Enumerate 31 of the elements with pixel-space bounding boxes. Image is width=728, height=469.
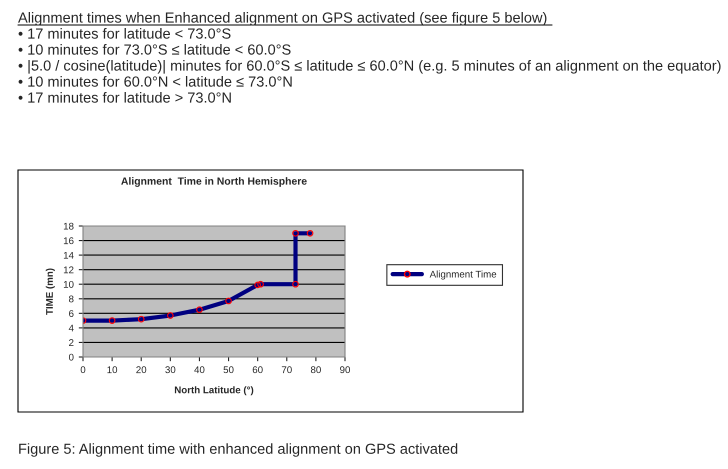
y-tick-label: 12: [64, 266, 74, 274]
text: • 17 minutes for latitude < 73.0°S: [18, 28, 231, 39]
y-tick-label: 16: [64, 237, 74, 244]
x-tick-label: 30: [165, 366, 176, 374]
x-tick-label: 50: [224, 366, 234, 374]
x-tick-label: 60: [252, 366, 263, 374]
x-tick-label: 80: [310, 366, 321, 374]
text: • |5.0 / cosine(latitude)| minutes for 60.0°S ≤ latitude ≤ 60.0°N (e.g. 5 minutes of an alignment on the equator): [18, 60, 721, 74]
y-tick-label: 4: [68, 324, 74, 332]
x-tick-label: 0: [80, 366, 86, 374]
y-tick-label: 10: [64, 280, 74, 288]
text: • 17 minutes for latitude > 73.0°N: [18, 92, 231, 103]
y-tick-label: 0: [68, 354, 74, 361]
y-tick-label: 2: [69, 339, 74, 346]
x-tick-label: 70: [282, 366, 292, 374]
caption: Figure 5: Alignment time with enhanced alignment on GPS activated: [19, 443, 458, 457]
x-tick-label: 40: [194, 366, 204, 374]
y-tick-label: 18: [64, 222, 74, 230]
x-tick-label: 10: [107, 366, 118, 374]
y-tick-label: 14: [64, 252, 74, 259]
y-tick-label: 6: [69, 310, 74, 317]
y-axis-title: TIME (mn): [46, 268, 55, 315]
x-tick-label: 20: [136, 366, 146, 374]
text: • 10 minutes for 60.0°N < latitude ≤ 73.0°N: [18, 76, 292, 87]
chart-title: Alignment Time in North Hemisphere: [121, 177, 307, 187]
x-axis-title: North Latitude (°): [174, 386, 254, 396]
text: • 10 minutes for 73.0°S ≤ latitude < 60.0°S: [18, 44, 291, 55]
x-tick-label: 90: [340, 366, 350, 374]
legend-label: Alignment Time: [430, 270, 496, 280]
y-tick-label: 8: [68, 296, 74, 302]
text: Alignment times when Enhanced alignment on GPS activated (see figure 5 below): [18, 12, 546, 26]
